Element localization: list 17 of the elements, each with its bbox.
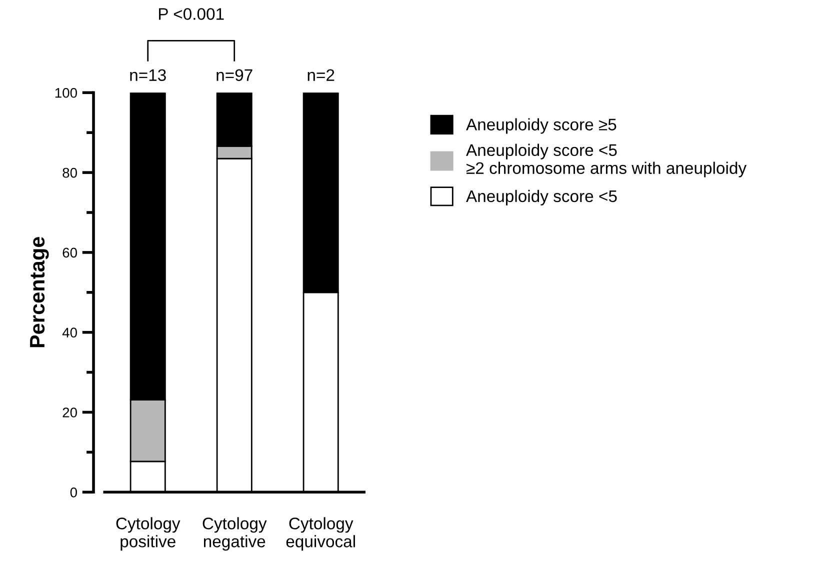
x-tick-label: Cytology negative xyxy=(202,517,267,551)
legend-label: Aneuploidy score ≥5 xyxy=(466,118,616,134)
legend-label: Aneuploidy score <5 xyxy=(466,190,617,206)
x-tick-label: Cytology equivocal xyxy=(286,517,355,551)
legend-label: Aneuploidy score <5 ≥2 chromosome arms with aneuploidy xyxy=(466,144,747,178)
y-axis-title: Percentage xyxy=(30,236,49,348)
y-tick-label: 40 xyxy=(62,328,77,338)
y-tick-label: 100 xyxy=(55,88,77,98)
annotation: n=97 xyxy=(216,69,252,82)
text: P <0.001 xyxy=(159,8,224,20)
annotation: n=2 xyxy=(308,69,334,81)
y-tick-label: 60 xyxy=(62,248,77,258)
x-tick-label: Cytology positive xyxy=(116,517,180,551)
y-tick-label: 80 xyxy=(62,168,77,178)
y-tick-label: 20 xyxy=(62,408,77,418)
y-tick-label: 0 xyxy=(70,487,77,498)
annotation: n=13 xyxy=(130,69,166,82)
